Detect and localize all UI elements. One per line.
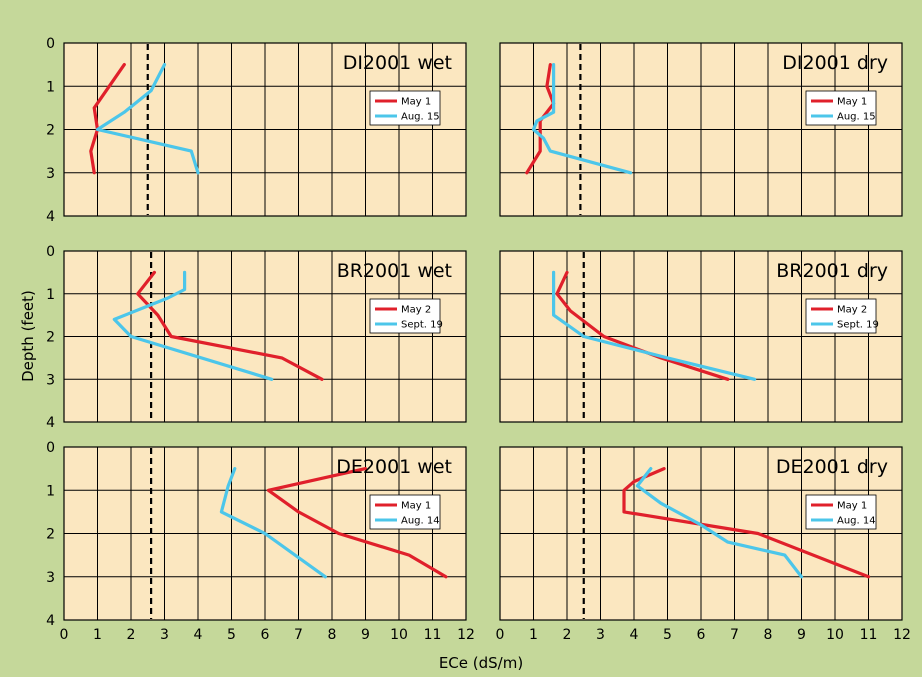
series-line-aug-15: [95, 62, 200, 175]
legend-label: Aug. 14: [401, 516, 440, 527]
legend-label: May 1: [837, 97, 867, 108]
x-tick-label: 10: [390, 627, 408, 643]
y-tick-label: 3: [46, 570, 55, 586]
y-tick-label: 0: [46, 244, 55, 260]
legend: May 1 Aug. 14: [805, 494, 877, 530]
series-line-may-2: [555, 270, 730, 381]
panel-title: BR2001 wet: [337, 260, 452, 282]
x-axis-label: ECe (dS/m): [439, 654, 523, 672]
panel-2: DI2001 dry May 1 Aug. 15: [499, 42, 903, 217]
x-tick-label: 11: [424, 627, 442, 643]
panel-title: BR2001 dry: [776, 260, 888, 282]
y-tick-label: 2: [46, 330, 55, 346]
series-line-may-1: [266, 467, 448, 579]
panel-frame: [499, 250, 903, 423]
series-line-may-2: [136, 270, 324, 381]
x-tick-label: 11: [860, 627, 878, 643]
legend-box: [369, 298, 441, 334]
legend-box: [805, 90, 877, 126]
series-line-sept-19: [551, 270, 757, 381]
legend-label: May 1: [401, 97, 431, 108]
x-tick-label: 8: [328, 627, 337, 643]
y-tick-label: 3: [46, 372, 55, 388]
x-tick-label: 5: [227, 627, 236, 643]
y-tick-label: 4: [46, 415, 55, 431]
y-tick-label: 3: [46, 166, 55, 182]
panel-3: 0 1 2 3 4 BR2001 wet May 2 Sept. 19: [46, 244, 467, 431]
panel-title: DE2001 wet: [336, 456, 452, 478]
x-tick-label: 6: [261, 627, 270, 643]
panel-1: 0 1 2 3 4 DI2001 wet May 1 Aug. 15: [46, 36, 467, 225]
legend-label: Sept. 19: [401, 320, 443, 331]
legend-box: [805, 298, 877, 334]
legend-label: Aug. 14: [837, 516, 876, 527]
legend-label: May 1: [837, 501, 867, 512]
panel-frame: [63, 446, 467, 621]
y-tick-label: 0: [46, 36, 55, 52]
y-tick-label: 2: [46, 527, 55, 543]
x-tick-label: 7: [730, 627, 739, 643]
x-tick-label: 3: [596, 627, 605, 643]
panel-frame: [63, 42, 467, 217]
legend-label: Aug. 15: [401, 112, 440, 123]
x-tick-label: 12: [457, 627, 475, 643]
x-tick-label: 5: [663, 627, 672, 643]
x-tick-label: 1: [93, 627, 102, 643]
x-tick-label: 3: [160, 627, 169, 643]
panel-6: DE2001 dry May 1 Aug. 14: [499, 446, 903, 621]
y-tick-label: 1: [46, 79, 55, 95]
panel-frame: [63, 250, 467, 423]
panel-frame: [499, 446, 903, 621]
y-tick-label: 1: [46, 483, 55, 499]
panel-title: DI2001 dry: [782, 52, 888, 74]
panels: 0 1 2 3 4 DI2001 wet May 1 Aug. 15 DI2001 dry May…: [46, 36, 903, 629]
panel-5: 0 1 2 3 4 DE2001 wet May 1 Aug. 14: [46, 440, 467, 629]
y-tick-label: 4: [46, 209, 55, 225]
y-tick-label: 4: [46, 613, 55, 629]
legend: May 1 Aug. 15: [805, 90, 877, 126]
x-tick-label: 2: [127, 627, 136, 643]
legend: May 1 Aug. 14: [369, 494, 441, 530]
panel-frame: [499, 42, 903, 217]
series-line-sept-19: [112, 270, 274, 381]
y-axis-label: Depth (feet): [19, 290, 37, 382]
x-tick-label: 6: [697, 627, 706, 643]
series-line-aug-15: [531, 62, 633, 175]
panel-4: BR2001 dry May 2 Sept. 19: [499, 250, 903, 423]
panel-title: DI2001 wet: [343, 52, 452, 74]
legend-label: Aug. 15: [837, 112, 876, 123]
legend-label: May 1: [401, 501, 431, 512]
x-tick-label: 12: [893, 627, 911, 643]
legend-box: [369, 494, 441, 530]
x-tick-label: 9: [797, 627, 806, 643]
series-line-may-1: [622, 467, 871, 579]
legend-label: May 2: [837, 305, 867, 316]
x-axis-ticks: 0 1 2 3 4 5 6 7 8 9 10 11 12 0 1 2 3 4 5 6 7 8 9 10 11 12: [60, 627, 911, 643]
legend: May 2 Sept. 19: [805, 298, 879, 334]
x-tick-label: 4: [194, 627, 203, 643]
legend-box: [805, 494, 877, 530]
x-tick-label: 0: [496, 627, 505, 643]
x-tick-label: 8: [764, 627, 773, 643]
x-tick-label: 4: [630, 627, 639, 643]
x-tick-label: 1: [529, 627, 538, 643]
x-tick-label: 0: [60, 627, 69, 643]
y-tick-label: 0: [46, 440, 55, 456]
legend-label: Sept. 19: [837, 320, 879, 331]
x-tick-label: 7: [294, 627, 303, 643]
y-tick-label: 2: [46, 123, 55, 139]
panel-title: DE2001 dry: [776, 456, 888, 478]
legend: May 1 Aug. 15: [369, 90, 441, 126]
series-line-aug-14: [219, 467, 327, 579]
legend-label: May 2: [401, 305, 431, 316]
x-tick-label: 2: [563, 627, 572, 643]
y-tick-label: 1: [46, 287, 55, 303]
legend-box: [369, 90, 441, 126]
series-line-may-1: [525, 62, 556, 175]
series-line-aug-14: [635, 467, 804, 579]
x-tick-label: 9: [361, 627, 370, 643]
x-tick-label: 10: [826, 627, 844, 643]
legend: May 2 Sept. 19: [369, 298, 443, 334]
